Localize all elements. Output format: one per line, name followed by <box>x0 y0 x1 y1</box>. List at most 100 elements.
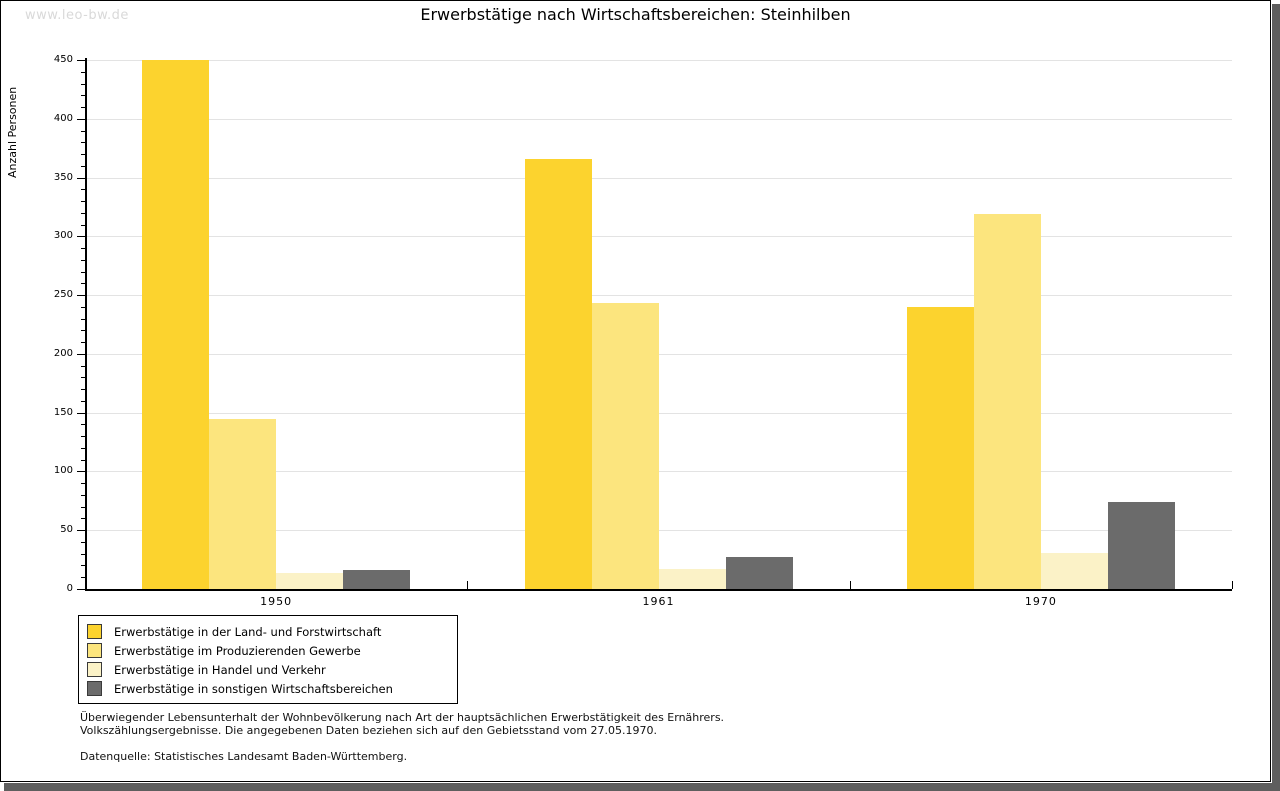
y-minor-tick <box>81 483 85 485</box>
y-major-tick <box>77 177 85 179</box>
y-tick-label: 200 <box>53 347 73 359</box>
x-tick-label: 1950 <box>260 595 293 608</box>
footnote-line-2: Volkszählungsergebnisse. Die angegebenen… <box>80 724 658 737</box>
x-axis-tick <box>467 581 469 589</box>
gridline <box>85 353 1232 355</box>
window-shadow-right <box>1272 4 1280 791</box>
y-major-tick <box>77 412 85 414</box>
footnote-line-1: Überwiegender Lebensunterhalt der Wohnbe… <box>80 711 725 724</box>
y-minor-tick <box>81 342 85 344</box>
y-minor-tick <box>81 283 85 285</box>
x-tick-label: 1961 <box>642 595 675 608</box>
gridline <box>85 295 1232 297</box>
y-minor-tick <box>81 130 85 132</box>
y-minor-tick <box>81 212 85 214</box>
y-minor-tick <box>81 224 85 226</box>
bar <box>524 158 592 589</box>
bar <box>276 572 344 589</box>
y-major-tick <box>77 530 85 532</box>
y-minor-tick <box>81 201 85 203</box>
x-tick-label: 1970 <box>1024 595 1057 608</box>
y-major-tick <box>77 295 85 297</box>
legend-item: Erwerbstätige in der Land- und Forstwirt… <box>87 622 449 641</box>
y-minor-tick <box>81 248 85 250</box>
y-minor-tick <box>81 377 85 379</box>
y-minor-tick <box>81 189 85 191</box>
window-shadow-bottom <box>4 783 1272 791</box>
y-major-tick <box>77 353 85 355</box>
y-minor-tick <box>81 436 85 438</box>
y-minor-tick <box>81 494 85 496</box>
bar <box>1107 502 1175 589</box>
y-tick-label: 50 <box>60 524 73 536</box>
y-minor-tick <box>81 306 85 308</box>
legend-label: Erwerbstätige in sonstigen Wirtschaftsbe… <box>114 681 393 696</box>
y-minor-tick <box>81 447 85 449</box>
watermark: www.leo-bw.de <box>25 8 129 23</box>
y-minor-tick <box>81 506 85 508</box>
legend-swatch <box>87 643 102 658</box>
bar <box>658 569 726 589</box>
y-minor-tick <box>81 389 85 391</box>
bar <box>1040 552 1108 589</box>
y-minor-tick <box>81 142 85 144</box>
y-minor-tick <box>81 577 85 579</box>
bar <box>725 557 793 589</box>
y-axis-line <box>85 58 87 589</box>
legend-label: Erwerbstätige in Handel und Verkehr <box>114 662 326 677</box>
y-tick-label: 250 <box>53 289 73 301</box>
bar <box>591 303 659 589</box>
legend-item: Erwerbstätige im Produzierenden Gewerbe <box>87 641 449 660</box>
y-minor-tick <box>81 459 85 461</box>
legend-swatch <box>87 681 102 696</box>
y-minor-tick <box>81 95 85 97</box>
y-minor-tick <box>81 424 85 426</box>
legend-label: Erwerbstätige in der Land- und Forstwirt… <box>114 624 382 639</box>
x-axis-line <box>85 589 1232 591</box>
gridline <box>85 236 1232 238</box>
y-tick-label: 350 <box>53 171 73 183</box>
x-axis-tick <box>849 581 851 589</box>
bar <box>142 60 210 589</box>
y-major-tick <box>77 60 85 61</box>
legend-item: Erwerbstätige in sonstigen Wirtschaftsbe… <box>87 679 449 698</box>
legend-item: Erwerbstätige in Handel und Verkehr <box>87 660 449 679</box>
y-minor-tick <box>81 565 85 567</box>
bar <box>906 306 974 589</box>
legend-swatch <box>87 662 102 677</box>
gridline <box>85 412 1232 414</box>
gridline <box>85 118 1232 120</box>
y-minor-tick <box>81 553 85 555</box>
y-tick-label: 0 <box>66 583 73 594</box>
bar <box>973 213 1041 589</box>
legend: Erwerbstätige in der Land- und Forstwirt… <box>78 615 458 704</box>
footnote: Überwiegender Lebensunterhalt der Wohnbe… <box>80 711 724 737</box>
legend-swatch <box>87 624 102 639</box>
gridline <box>85 530 1232 532</box>
y-major-tick <box>77 236 85 238</box>
y-minor-tick <box>81 365 85 367</box>
bar <box>343 570 411 589</box>
y-minor-tick <box>81 518 85 520</box>
gridline <box>85 60 1232 61</box>
y-minor-tick <box>81 107 85 109</box>
bar <box>209 418 277 589</box>
y-minor-tick <box>81 154 85 156</box>
y-tick-label: 150 <box>53 406 73 418</box>
y-minor-tick <box>81 71 85 73</box>
y-major-tick <box>77 589 85 590</box>
y-tick-label: 100 <box>53 465 73 477</box>
y-minor-tick <box>81 259 85 261</box>
x-axis-tick <box>1232 581 1233 589</box>
y-minor-tick <box>81 165 85 167</box>
chart-title: Erwerbstätige nach Wirtschaftsbereichen:… <box>420 5 851 24</box>
y-minor-tick <box>81 318 85 320</box>
legend-label: Erwerbstätige im Produzierenden Gewerbe <box>114 643 361 658</box>
gridline <box>85 177 1232 179</box>
y-tick-label: 450 <box>53 54 73 65</box>
gridline <box>85 471 1232 473</box>
y-minor-tick <box>81 83 85 85</box>
y-minor-tick <box>81 271 85 273</box>
y-tick-label: 400 <box>53 112 73 124</box>
